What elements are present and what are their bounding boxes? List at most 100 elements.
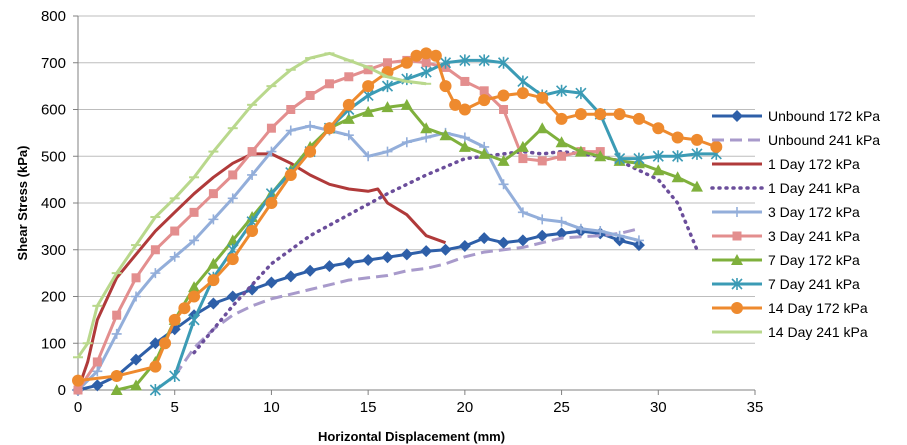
data-point <box>344 72 354 82</box>
data-point <box>439 243 452 256</box>
data-point <box>342 98 355 111</box>
data-point <box>266 123 276 133</box>
y-tick-label: 700 <box>41 55 66 72</box>
data-point <box>188 281 201 293</box>
data-point <box>169 369 181 382</box>
data-point <box>536 229 549 242</box>
legend-label: 1 Day 172 kPa <box>768 156 860 172</box>
data-point <box>478 94 491 107</box>
legend: Unbound 172 kPa Unbound 241 kPa 1 Day 172 … <box>710 108 880 340</box>
data-point <box>207 274 220 287</box>
data-point <box>189 235 200 246</box>
data-point <box>460 76 470 86</box>
x-tick-label: 20 <box>457 399 474 416</box>
data-point <box>131 291 142 302</box>
data-point <box>247 169 258 180</box>
data-point <box>458 140 471 152</box>
data-point <box>112 310 122 320</box>
data-point <box>459 132 470 143</box>
x-tick-label: 0 <box>74 399 82 416</box>
legend-marker <box>731 302 743 314</box>
legend-label: 14 Day 241 kPa <box>768 324 868 340</box>
data-point <box>130 353 143 366</box>
data-point <box>381 80 394 93</box>
data-point <box>92 357 102 367</box>
data-point <box>228 170 238 180</box>
legend-label: 1 Day 241 kPa <box>768 180 860 196</box>
data-point <box>208 214 219 225</box>
data-point <box>149 337 162 350</box>
data-point <box>594 150 607 162</box>
legend-marker <box>731 110 743 122</box>
data-point <box>671 171 684 183</box>
data-point <box>420 47 433 60</box>
data-point <box>498 179 509 190</box>
legend-item-14-day-241-kpa: 14 Day 241 kPa <box>712 324 868 340</box>
data-point <box>439 56 452 69</box>
legend-label: 7 Day 172 kPa <box>768 252 860 268</box>
data-point <box>342 256 355 269</box>
data-point <box>363 151 374 162</box>
data-point <box>168 313 181 326</box>
series-unbound-241-kpa <box>173 227 640 377</box>
legend-marker <box>732 231 742 241</box>
data-point <box>207 297 220 310</box>
data-point <box>111 328 122 339</box>
legend-label: 14 Day 172 kPa <box>768 300 868 316</box>
legend-label: 7 Day 241 kPa <box>768 276 860 292</box>
data-point <box>574 145 587 157</box>
data-point <box>499 105 509 114</box>
data-point <box>149 384 161 396</box>
data-point <box>227 193 238 204</box>
y-tick-label: 400 <box>41 195 66 212</box>
data-point <box>226 234 239 246</box>
series-line-14-day-241-kpa <box>76 51 427 359</box>
data-point <box>305 90 315 100</box>
data-point <box>478 147 491 159</box>
data-point <box>305 120 316 131</box>
data-point <box>439 129 452 141</box>
data-point <box>178 302 191 315</box>
data-point <box>691 147 703 160</box>
data-point <box>614 152 626 165</box>
x-axis-title: Horizontal Displacement (mm) <box>318 429 505 444</box>
data-point <box>429 49 442 62</box>
data-point <box>169 251 180 262</box>
data-point <box>671 131 684 144</box>
data-point <box>363 65 373 75</box>
data-point <box>188 313 200 326</box>
data-point <box>517 75 529 88</box>
legend-label: 3 Day 241 kPa <box>768 228 860 244</box>
data-point <box>304 264 317 277</box>
data-point <box>420 245 433 258</box>
data-point <box>131 273 141 283</box>
data-point <box>410 49 423 62</box>
data-point <box>479 86 489 96</box>
data-point <box>304 145 317 158</box>
data-point <box>574 108 587 121</box>
x-tick-label: 5 <box>171 399 179 416</box>
data-point <box>207 257 220 269</box>
data-point <box>420 66 432 79</box>
data-point <box>652 164 665 176</box>
data-point <box>517 207 528 218</box>
series-14-day-241-kpa <box>73 51 432 359</box>
data-point <box>555 136 568 148</box>
data-point <box>342 112 355 124</box>
legend-item-3-day-241-kpa: 3 Day 241 kPa <box>712 228 860 244</box>
data-point <box>362 254 375 267</box>
data-point <box>266 146 277 157</box>
y-tick-label: 600 <box>41 102 66 119</box>
data-point <box>672 150 684 163</box>
data-point <box>632 112 645 125</box>
data-point <box>400 248 413 261</box>
data-point <box>555 227 568 240</box>
data-point <box>537 214 548 225</box>
legend-item-unbound-241-kpa: Unbound 241 kPa <box>712 132 880 148</box>
data-point <box>400 98 413 110</box>
data-point <box>497 56 510 69</box>
data-point <box>478 54 490 67</box>
data-point <box>92 366 103 377</box>
